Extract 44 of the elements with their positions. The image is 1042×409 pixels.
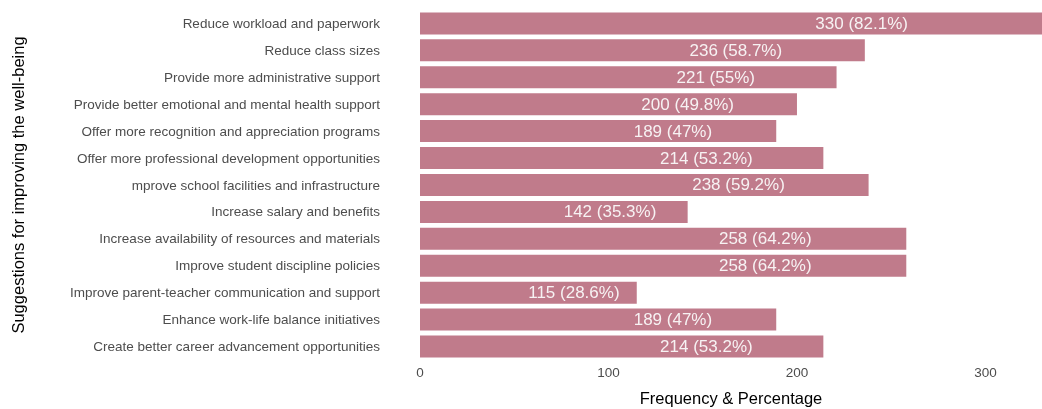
y-tick-label: Improve parent-teacher communication and support xyxy=(70,285,381,301)
y-tick-label: Reduce workload and paperwork xyxy=(182,15,381,31)
x-tick-label: 200 xyxy=(785,364,809,380)
bar xyxy=(420,173,869,196)
data-label: 214 (53.2%) xyxy=(660,337,753,356)
data-label: 214 (53.2%) xyxy=(660,148,753,168)
y-tick-label: Enhance work-life balance initiatives xyxy=(162,312,381,328)
y-tick-label: Reduce class sizes xyxy=(264,42,381,58)
y-tick-label: Increase salary and benefits xyxy=(211,204,381,220)
data-label: 189 (47%) xyxy=(633,310,713,330)
bar xyxy=(420,66,837,89)
bar xyxy=(420,120,777,143)
data-label: 142 (35.3%) xyxy=(563,202,657,222)
bar xyxy=(420,227,907,250)
data-label: 238 (59.2%) xyxy=(692,175,785,195)
y-tick-label: Provide more administrative support xyxy=(163,69,381,85)
data-label: 258 (64.2%) xyxy=(718,256,812,276)
y-tick-label: Offer more professional development opportunities xyxy=(77,150,381,166)
x-axis-title: Frequency & Percentage xyxy=(639,389,823,407)
x-tick-label: 300 xyxy=(974,364,997,380)
data-label: 258 (64.2%) xyxy=(718,229,812,249)
data-label: 236 (58.7%) xyxy=(689,40,783,60)
data-label: 330 (82.1%) xyxy=(815,13,908,33)
bar xyxy=(420,39,865,62)
bar xyxy=(420,335,824,358)
bar xyxy=(420,308,777,331)
data-label: 189 (47%) xyxy=(633,121,713,141)
data-label: 221 (55%) xyxy=(676,67,755,87)
bar xyxy=(420,200,688,223)
bar xyxy=(420,147,824,170)
y-tick-label: Improve student discipline policies xyxy=(175,258,381,274)
bar xyxy=(420,93,797,116)
x-tick-label: 0 xyxy=(416,364,424,380)
y-tick-label: Increase availability of resources and materials xyxy=(99,231,381,247)
x-tick-label: 100 xyxy=(597,364,620,380)
y-tick-label: Offer more recognition and appreciation programs xyxy=(81,123,381,139)
y-tick-label: mprove school facilities and infrastructure xyxy=(131,177,380,193)
y-tick-label: Provide better emotional and mental health support xyxy=(73,96,381,112)
data-label: 200 (49.8%) xyxy=(641,94,734,114)
y-tick-label: Create better career advancement opportunities xyxy=(93,339,381,355)
bar xyxy=(420,254,907,277)
data-label: 115 (28.6%) xyxy=(528,283,620,303)
bar xyxy=(420,12,1042,35)
y-axis-title: Suggestions for improving the well-being xyxy=(9,36,27,334)
